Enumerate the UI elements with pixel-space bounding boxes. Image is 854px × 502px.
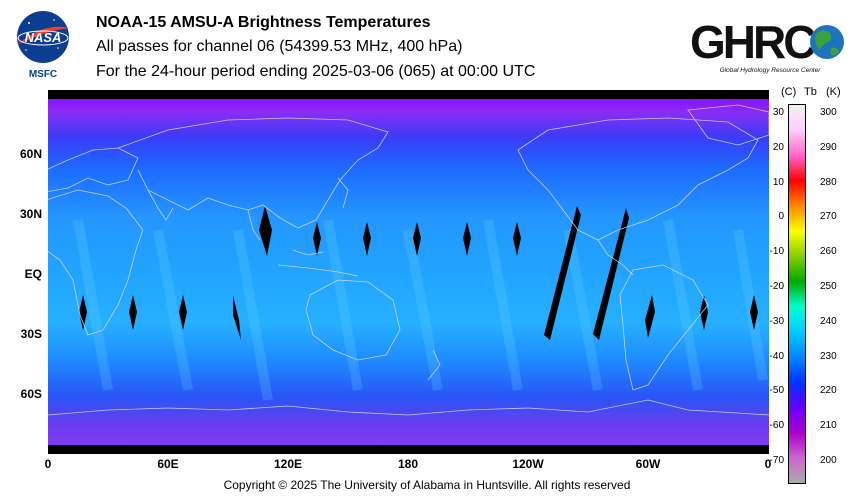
colorbar-unit-celsius: (C) [781, 86, 797, 98]
swath-streaks [73, 219, 768, 401]
colorbar-celsius-tick: -10 [769, 246, 784, 258]
colorbar-celsius-tick: 0 [778, 211, 784, 223]
colorbar-celsius-tick: 20 [772, 141, 784, 153]
colorbar-celsius-tick: -20 [769, 281, 784, 292]
colorbar-celsius-tick: -30 [769, 315, 784, 327]
lon-label-60w: 60W [635, 457, 661, 471]
coastlines [48, 104, 769, 416]
lon-label-0-right: 0 [764, 457, 772, 471]
colorbar-unit-kelvin: (K) [826, 86, 841, 98]
ghrc-logo: GHRC Global Hydrology Resource Center [690, 16, 844, 74]
lat-label-30s: 30S [20, 327, 42, 341]
colorbar-celsius-tick: 30 [772, 107, 784, 118]
colorbar-kelvin-tick: 230 [820, 350, 837, 362]
colorbar-kelvin-tick: 300 [820, 107, 837, 118]
colorbar-celsius-tick: -70 [769, 455, 784, 466]
colorbar-kelvin-tick: 220 [820, 385, 837, 397]
colorbar-celsius-tick: 10 [772, 176, 784, 188]
period-subtitle: For the 24-hour period ending 2025-03-06… [96, 63, 536, 80]
colorbar-celsius-tick: -40 [769, 350, 784, 362]
nasa-logo: NASA MSFC [17, 11, 70, 80]
colorbar-kelvin-tick: 200 [820, 455, 837, 466]
lat-label-60s: 60S [20, 387, 42, 401]
colorbar-label-tb: Tb [804, 86, 817, 98]
lon-label-0-left: 0 [44, 457, 52, 471]
lat-label-eq: EQ [24, 267, 42, 281]
lon-label-60e: 60E [157, 457, 179, 471]
colorbar-kelvin-tick: 270 [820, 211, 837, 223]
copyright-notice: Copyright © 2025 The University of Alaba… [223, 478, 631, 492]
svg-text:GHRC: GHRC [690, 16, 815, 68]
colorbar-kelvin-tick: 260 [820, 246, 837, 258]
channel-subtitle: All passes for channel 06 (54399.53 MHz,… [96, 38, 463, 55]
lat-label-30n: 30N [19, 207, 42, 221]
svg-text:Global Hydrology Resource Cent: Global Hydrology Resource Center [720, 67, 822, 74]
lat-label-60n: 60N [19, 147, 42, 161]
colorbar [788, 104, 806, 484]
colorbar-celsius-tick: -60 [769, 420, 784, 432]
colorbar-kelvin-tick: 210 [820, 420, 837, 432]
svg-text:NASA: NASA [25, 30, 62, 45]
colorbar-kelvin-tick: 280 [820, 176, 837, 188]
brightness-temperature-map [48, 90, 769, 454]
data-gaps [79, 206, 758, 340]
lon-label-120e: 120E [273, 457, 303, 471]
colorbar-kelvin-tick: 290 [820, 141, 837, 153]
colorbar-celsius-tick: -50 [769, 385, 784, 397]
svg-text:MSFC: MSFC [29, 69, 57, 80]
product-title: NOAA-15 AMSU-A Brightness Temperatures [96, 14, 431, 31]
colorbar-kelvin-tick: 250 [820, 281, 837, 292]
lon-label-120w: 120W [512, 457, 544, 471]
colorbar-kelvin-tick: 240 [820, 315, 837, 327]
lon-label-180: 180 [397, 457, 419, 471]
